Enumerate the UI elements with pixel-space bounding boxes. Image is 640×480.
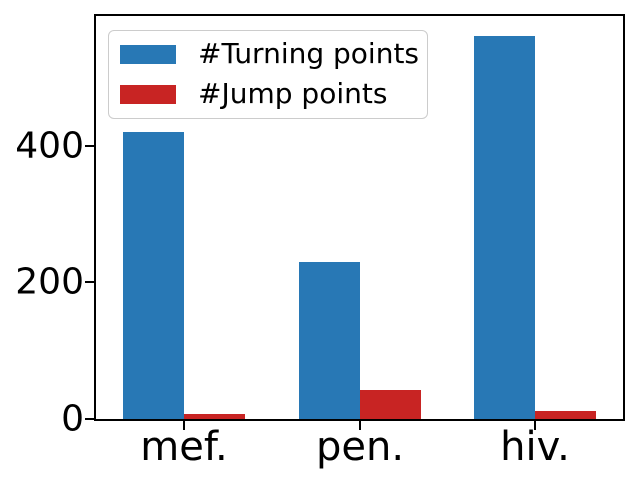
- bar-turning-points-hiv: [474, 36, 536, 419]
- x-tick-label-pen: pen.: [315, 424, 405, 470]
- legend-item-jump-points: #Jump points: [120, 77, 427, 110]
- legend-swatch-jump-points-icon: [120, 84, 176, 104]
- legend-label-jump-points: #Jump points: [198, 77, 388, 110]
- legend: #Turning points #Jump points: [108, 30, 428, 119]
- legend-item-turning-points: #Turning points: [120, 37, 427, 71]
- y-tick-mark-200: [85, 281, 94, 283]
- y-tick-label-400: 400: [15, 125, 84, 167]
- x-tick-label-mef: mef.: [140, 424, 228, 470]
- x-tick-mark-hiv: [534, 421, 536, 430]
- bar-jump-points-mef: [183, 414, 245, 419]
- legend-swatch-turning-points-icon: [120, 45, 176, 65]
- y-tick-label-0: 0: [61, 398, 84, 440]
- y-tick-label-200: 200: [15, 261, 84, 303]
- x-tick-mark-pen: [359, 421, 361, 430]
- x-tick-mark-mef: [183, 421, 185, 430]
- bar-turning-points-mef: [122, 132, 184, 419]
- bar-jump-points-hiv: [535, 411, 597, 419]
- y-tick-mark-0: [85, 418, 94, 420]
- bar-jump-points-pen: [359, 390, 421, 419]
- y-tick-mark-400: [85, 145, 94, 147]
- legend-label-turning-points: #Turning points: [198, 37, 420, 71]
- bar-turning-points-pen: [298, 262, 360, 419]
- x-tick-label-hiv: hiv.: [500, 424, 570, 470]
